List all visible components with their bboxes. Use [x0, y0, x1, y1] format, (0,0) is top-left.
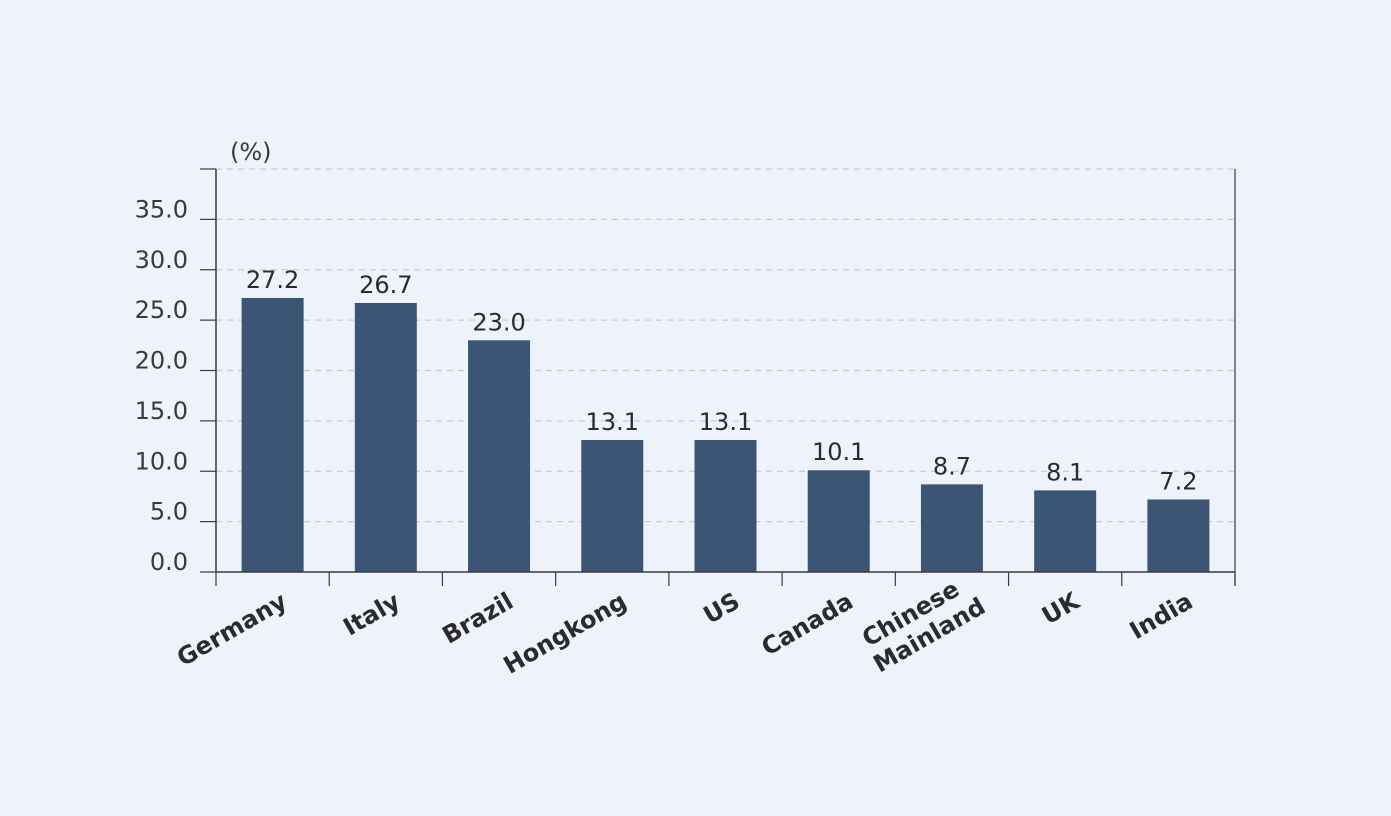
x-tick-label: Canada — [757, 587, 858, 661]
x-tick-label-group: India — [1125, 587, 1198, 645]
data-label: 7.2 — [1159, 467, 1197, 495]
y-axis-unit-label: (%) — [230, 138, 272, 166]
data-label: 13.1 — [586, 408, 639, 436]
y-tick-label: 5.0 — [150, 498, 188, 526]
x-tick-label: UK — [1037, 586, 1085, 630]
x-tick-label-group: Germany — [172, 587, 292, 672]
bar — [920, 484, 983, 572]
x-tick-label-group: US — [699, 587, 745, 630]
x-tick-label: Germany — [172, 587, 292, 672]
bar — [1034, 490, 1097, 572]
y-tick-label: 15.0 — [135, 397, 188, 425]
bar — [807, 470, 870, 572]
y-tick-label: 25.0 — [135, 296, 188, 324]
x-tick-label-group: Brazil — [438, 587, 518, 650]
y-tick-label: 20.0 — [135, 347, 188, 375]
x-tick-label-group: Canada — [757, 587, 858, 661]
bars — [241, 297, 1210, 572]
bar — [581, 440, 644, 572]
data-label: 8.7 — [933, 452, 971, 480]
bar — [468, 340, 531, 572]
data-label: 13.1 — [699, 408, 752, 436]
data-label: 26.7 — [359, 271, 412, 299]
x-tick-label-group: UK — [1037, 586, 1085, 630]
x-tick-label-group: Italy — [338, 587, 405, 642]
x-tick-label-group: Hongkong — [499, 587, 632, 680]
x-tick-label: Brazil — [438, 587, 518, 650]
x-tick-label: Italy — [338, 587, 405, 642]
data-label: 23.0 — [472, 308, 525, 336]
data-label: 10.1 — [812, 438, 865, 466]
y-tick-label: 35.0 — [135, 195, 188, 223]
x-tick-label: India — [1125, 587, 1198, 645]
y-tick-label: 10.0 — [135, 447, 188, 475]
data-label: 27.2 — [246, 266, 299, 294]
bar — [694, 440, 757, 572]
y-tick-label: 0.0 — [150, 548, 188, 576]
data-label: 8.1 — [1046, 458, 1084, 486]
bar — [1147, 499, 1210, 572]
axes — [200, 168, 1236, 586]
bar — [241, 297, 304, 572]
bar — [354, 302, 417, 572]
y-tick-label: 30.0 — [135, 246, 188, 274]
x-tick-label: US — [699, 587, 745, 630]
x-tick-label: Hongkong — [499, 587, 632, 680]
